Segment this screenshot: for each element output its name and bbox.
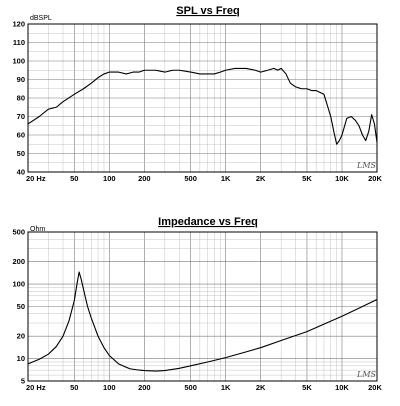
spl-y-tick-label: 110 (13, 38, 25, 47)
spl-chart-title: SPL vs Freq (176, 5, 239, 17)
spl-y-tick-label: 60 (17, 131, 25, 140)
imp-x-tick-label: 2K (256, 383, 266, 392)
spl-series-line (27, 67, 378, 145)
impedance-chart: Impedance vs Freq Ohm 5 10 20 50 100 200 500 2… (12, 216, 382, 392)
impedance-plot-frame (27, 231, 378, 382)
spl-y-tick-label: 90 (17, 75, 25, 84)
spl-grid (28, 24, 377, 172)
impedance-chart-title: Impedance vs Freq (158, 216, 258, 228)
spl-x-tick-label: 50 (70, 174, 78, 183)
spl-x-ticks: 20 Hz 50 100 200 500 1K 2K 5K 10K 20K (26, 174, 382, 183)
imp-x-tick-label: 100 (103, 383, 116, 392)
imp-x-tick-label: 200 (138, 383, 151, 392)
spl-y-tick-label: 80 (17, 94, 25, 103)
spl-x-tick-label: 200 (138, 174, 151, 183)
spl-x-tick-label: 100 (103, 174, 116, 183)
spl-x-tick-label: 500 (184, 174, 197, 183)
spl-y-tick-label: 120 (12, 20, 25, 29)
imp-x-tick-label: 1K (221, 383, 231, 392)
spl-brand-mark: LMS (356, 161, 377, 170)
spl-y-tick-label: 70 (17, 112, 25, 121)
spl-x-tick-label: 5K (302, 174, 312, 183)
impedance-y-ticks: 5 10 20 50 100 200 500 (12, 228, 25, 386)
impedance-y-unit-label: Ohm (30, 226, 45, 233)
spl-y-tick-label: 50 (17, 149, 25, 158)
spl-y-unit-label: dBSPL (30, 15, 52, 22)
imp-x-tick-label: 10K (335, 383, 349, 392)
spl-y-ticks: 40 50 60 70 80 90 100 110 120 (12, 20, 25, 177)
impedance-grid (28, 232, 377, 381)
spl-x-tick-label: 1K (221, 174, 231, 183)
imp-y-tick-label: 5 (21, 377, 25, 386)
imp-y-tick-label: 100 (12, 280, 25, 289)
imp-x-tick-label: 50 (70, 383, 78, 392)
imp-y-tick-label: 20 (17, 332, 25, 341)
impedance-brand-mark: LMS (356, 370, 377, 379)
spl-y-tick-label: 100 (12, 57, 25, 66)
imp-y-tick-label: 10 (17, 354, 25, 363)
imp-x-tick-label: 5K (302, 383, 312, 392)
spl-x-tick-label: 20 Hz (26, 174, 46, 183)
spl-x-tick-label: 10K (335, 174, 349, 183)
spl-y-tick-label: 40 (17, 168, 25, 177)
spl-x-tick-label: 2K (256, 174, 266, 183)
imp-x-tick-label: 500 (184, 383, 197, 392)
imp-x-tick-label: 20 Hz (26, 383, 46, 392)
imp-y-tick-label: 50 (17, 302, 25, 311)
spl-x-tick-label: 20K (368, 174, 382, 183)
imp-y-tick-label: 200 (12, 257, 25, 266)
imp-y-tick-label: 500 (12, 228, 25, 237)
impedance-series-line (27, 271, 378, 372)
spl-plot-frame (27, 23, 378, 173)
imp-x-tick-label: 20K (368, 383, 382, 392)
impedance-x-ticks: 20 Hz 50 100 200 500 1K 2K 5K 10K 20K (26, 383, 382, 392)
spl-chart: SPL vs Freq dBSPL 405060708090100110120 … (12, 5, 382, 183)
